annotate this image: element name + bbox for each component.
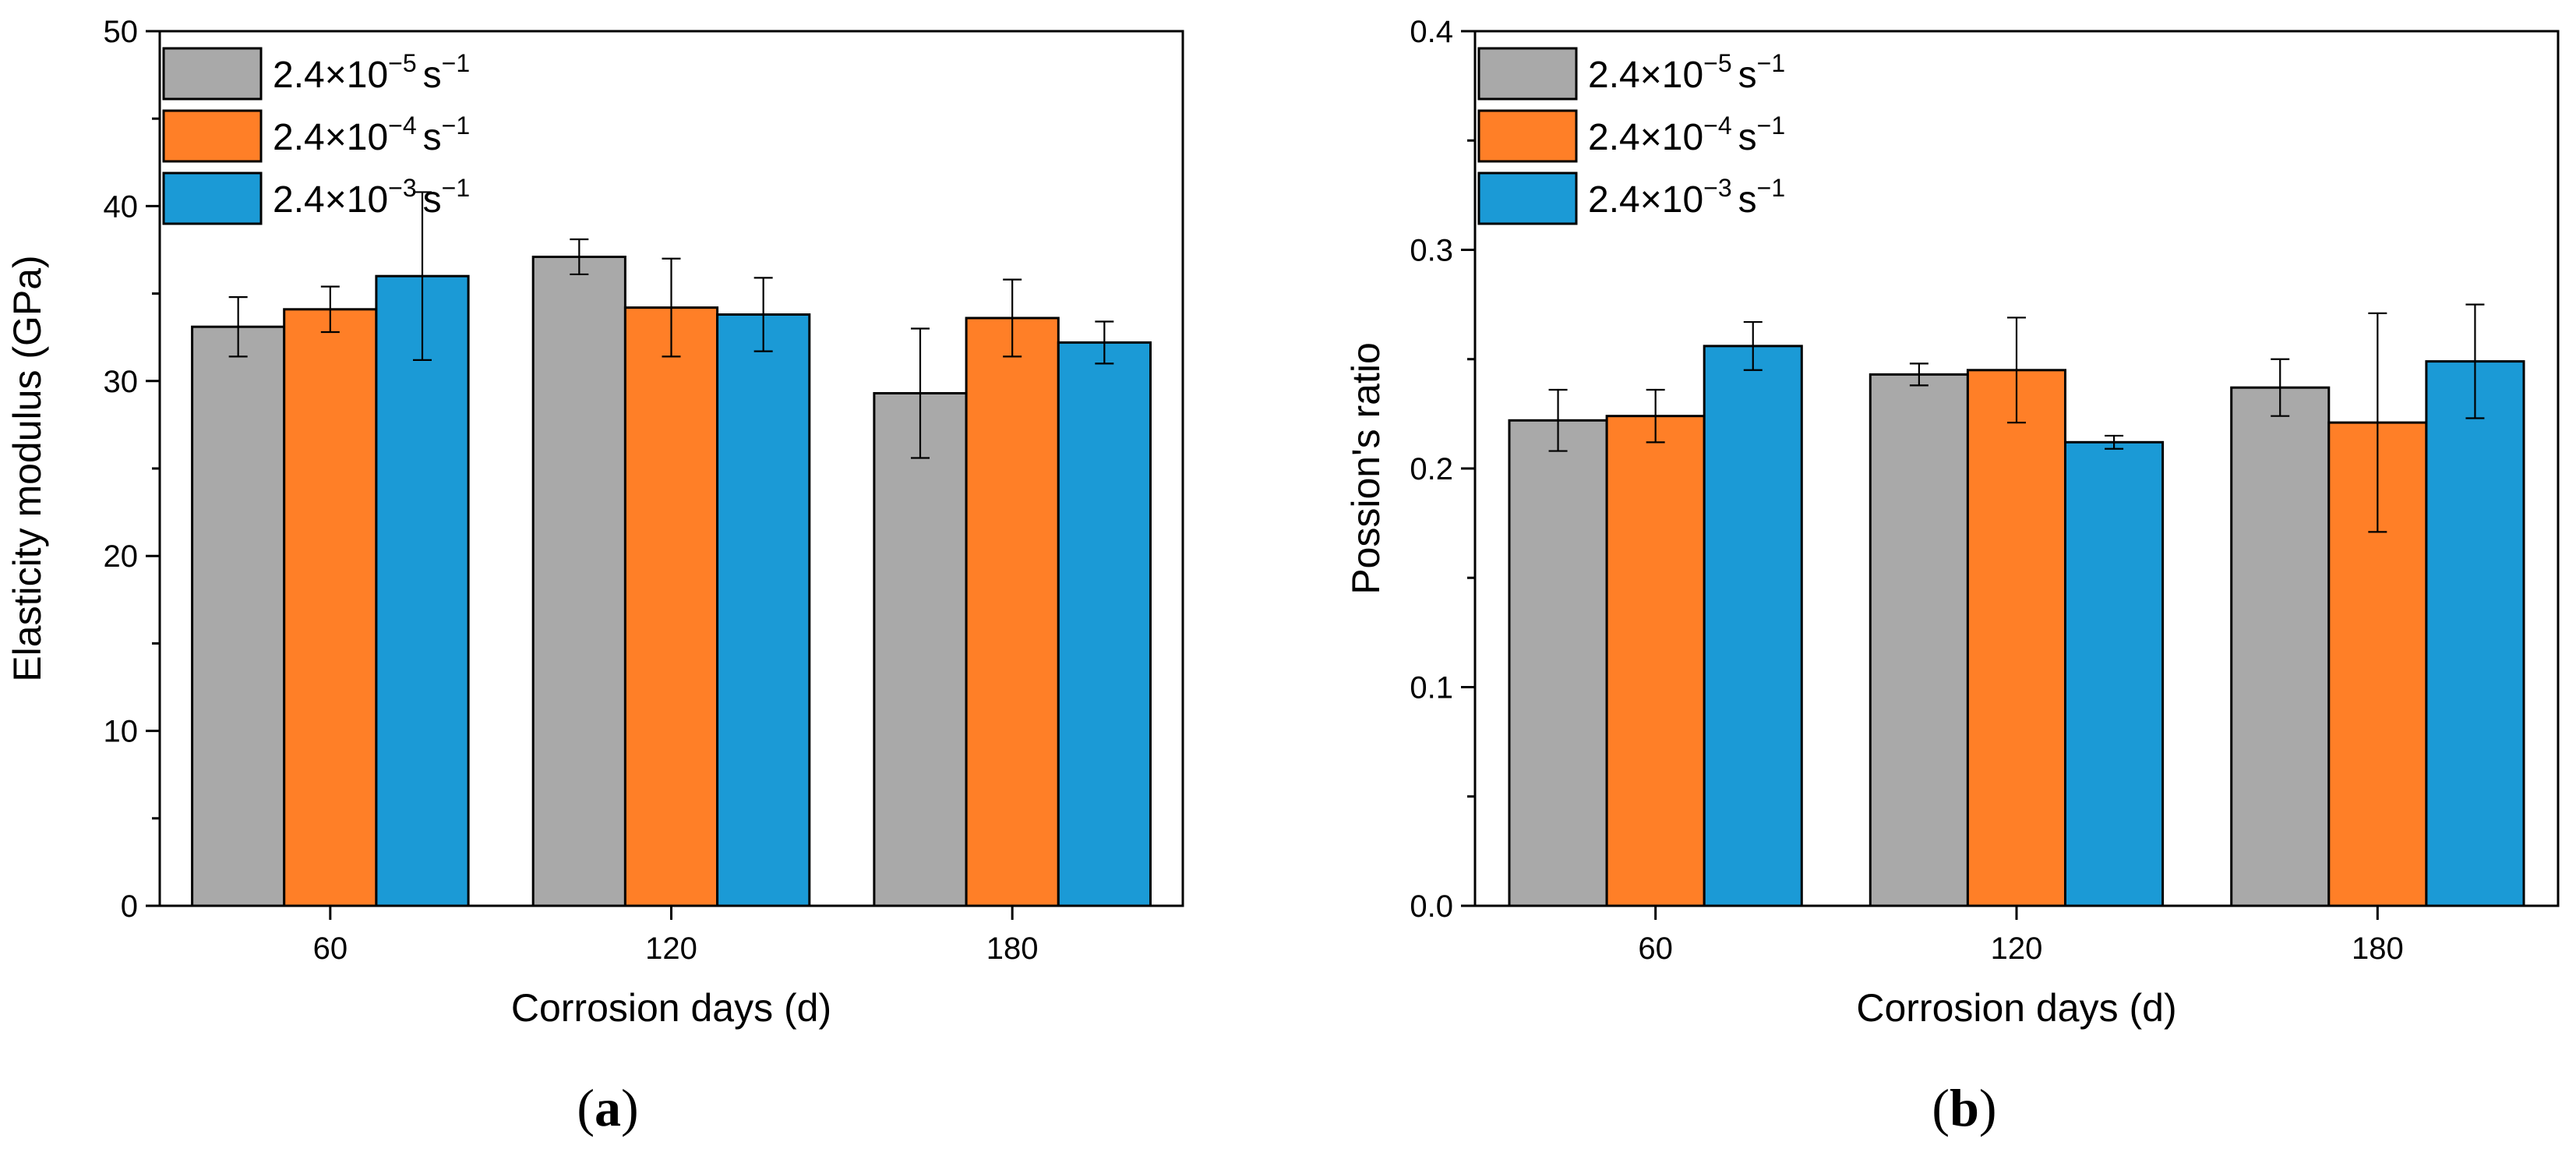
legend-unit-exponent: −1 [442,49,470,77]
y-tick-label-a: 40 [104,189,139,224]
y-tick-label-a: 10 [104,715,139,749]
panel-paren-close: ) [1979,1078,1997,1137]
bar-a-s1-c120 [531,256,626,907]
x-tick-label-b: 60 [1638,932,1673,966]
legend-swatch-a-s3 [162,171,263,225]
bar-a-s1-c60 [191,325,286,907]
legend-label-b-s3: 2.4×10−3 s−1 [1588,174,1785,221]
y-tick-label-a: 20 [104,539,139,574]
legend-label-b-s1: 2.4×10−5 s−1 [1588,49,1785,96]
y-tick-label-a: 30 [104,365,139,399]
legend-unit-exponent: −1 [1757,174,1785,202]
x-tick-label-a: 120 [645,932,697,966]
legend-unit: s [423,179,442,221]
panel-paren-open: ( [1932,1078,1950,1137]
y-axis-title-a: Elasticity modulus (GPa) [5,255,49,681]
bar-a-s1-c180 [873,392,968,907]
y-tick-label-b: 0.0 [1410,889,1453,924]
legend-unit: s [1738,179,1757,221]
legend-swatch-b-s3 [1477,171,1578,225]
bar-a-s3-c180 [1057,341,1152,907]
legend-exponent: −3 [388,174,416,202]
y-tick-label-a: 50 [104,15,139,49]
legend-base: 2.4×10 [273,55,388,96]
legend-exponent: −4 [388,111,416,140]
legend-swatch-b-s1 [1477,47,1578,101]
bar-b-s2-c120 [1966,369,2066,907]
y-tick-label-b: 0.4 [1410,15,1453,49]
legend-exponent: −4 [1703,111,1731,140]
legend-label-b-s2: 2.4×10−4 s−1 [1588,111,1785,158]
panel-label-a: (a) [577,1078,638,1137]
panel-letter: b [1950,1078,1979,1137]
legend-unit: s [1738,55,1757,96]
legend-unit-exponent: −1 [1757,111,1785,140]
x-tick-label-b: 180 [2352,932,2404,966]
bar-b-s1-c120 [1868,373,1969,907]
chart-panel-b: 0.0 0.1 0.2 0.3 0.4 60 120 180 Corrosion days (d… [1344,15,2560,1137]
bar-a-s2-c120 [623,306,719,907]
bar-b-s3-c180 [2425,360,2525,907]
legend-base: 2.4×10 [1588,179,1703,221]
panel-label-b: (b) [1932,1078,1996,1137]
y-tick-label-b: 0.1 [1410,671,1453,705]
legend-swatch-b-s2 [1477,109,1578,163]
legend-base: 2.4×10 [273,179,388,221]
panel-letter: a [595,1078,621,1137]
legend-unit: s [423,55,442,96]
legend-unit-exponent: −1 [1757,49,1785,77]
y-tick-label-b: 0.2 [1410,452,1453,486]
legend-base: 2.4×10 [1588,117,1703,158]
bar-b-s2-c60 [1605,415,1706,907]
y-axis-title-b: Possion's ratio [1344,342,1388,595]
legend-unit: s [1738,117,1757,158]
bar-a-s3-c60 [375,274,470,907]
legend-exponent: −5 [388,49,416,77]
legend-swatch-a-s1 [162,47,263,101]
x-tick-label-a: 60 [313,932,348,966]
bar-a-s2-c180 [965,316,1060,907]
y-tick-label-b: 0.3 [1410,234,1453,268]
legend-base: 2.4×10 [273,117,388,158]
legend-label-a-s3: 2.4×10−3 s−1 [273,174,470,221]
y-tick-label-a: 0 [121,889,138,924]
bar-b-s1-c60 [1508,419,1608,907]
legend-exponent: −3 [1703,174,1731,202]
x-tick-label-a: 180 [986,932,1039,966]
x-tick-label-b: 120 [1991,932,2043,966]
bar-b-s3-c60 [1703,345,1803,907]
bar-b-s1-c180 [2230,386,2331,907]
legend-unit-exponent: −1 [442,111,470,140]
x-axis-title-b: Corrosion days (d) [1856,986,2176,1030]
legend-unit: s [423,117,442,158]
legend-exponent: −5 [1703,49,1731,77]
legend-unit-exponent: −1 [442,174,470,202]
legend-label-a-s2: 2.4×10−4 s−1 [273,111,470,158]
legend-swatch-a-s2 [162,109,263,163]
panel-paren-close: ) [621,1078,639,1137]
legend-label-a-s1: 2.4×10−5 s−1 [273,49,470,96]
bar-a-s2-c60 [283,308,378,907]
chart-panel-a: 0 10 20 30 40 50 60 120 180 Corrosion days (d) Ela… [5,15,1184,1137]
x-axis-title-a: Corrosion days (d) [511,986,831,1030]
bar-a-s3-c120 [716,313,811,907]
panel-paren-open: ( [577,1078,595,1137]
legend-base: 2.4×10 [1588,55,1703,96]
bar-b-s3-c120 [2064,440,2165,907]
